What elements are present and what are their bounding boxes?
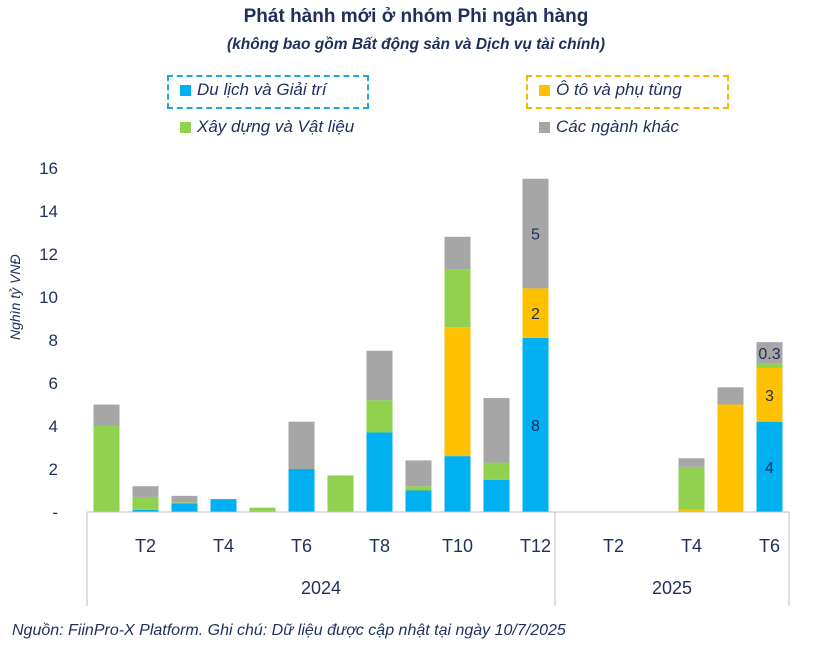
- bar-segment: [522, 288, 549, 338]
- bar-segment: [717, 404, 744, 512]
- bar-segment: [444, 327, 471, 457]
- year-group-label: 2024: [301, 578, 341, 598]
- bar-segment: [522, 178, 549, 289]
- legend-item-tourism: Du lịch và Giải trí: [180, 80, 326, 100]
- y-tick-label: 16: [39, 159, 58, 178]
- bar-segment: [171, 495, 198, 503]
- bar-segment: [483, 479, 510, 512]
- x-tick-label: T10: [442, 536, 473, 556]
- x-tick-label: T12: [520, 536, 551, 556]
- y-tick-label: -: [52, 503, 58, 522]
- legend-label-construction: Xây dựng và Vật liệu: [197, 117, 355, 136]
- bar-segment: [678, 466, 705, 510]
- bar-segment: [717, 387, 744, 405]
- bar-segment: [756, 421, 783, 512]
- x-tick-label: T6: [759, 536, 780, 556]
- bar-segment: [444, 236, 471, 270]
- bar-segment: [366, 432, 393, 512]
- bar-segment: [483, 398, 510, 463]
- legend-highlight-box-tourism: [167, 75, 369, 109]
- bar-segment: [756, 367, 783, 422]
- data-label: 5: [531, 227, 540, 244]
- bar-segment: [210, 499, 237, 512]
- data-label: 8: [531, 418, 540, 435]
- legend-highlight-box-auto: [526, 75, 729, 109]
- y-tick-label: 4: [49, 417, 58, 436]
- bar-segment: [93, 426, 120, 512]
- y-tick-label: 6: [49, 374, 58, 393]
- y-tick-label: 2: [49, 460, 58, 479]
- bar-segment: [366, 400, 393, 433]
- legend-item-construction: Xây dựng và Vật liệu: [180, 117, 354, 137]
- y-tick-label: 8: [49, 331, 58, 350]
- legend-label-tourism: Du lịch và Giải trí: [197, 80, 327, 99]
- legend-swatch-auto: [539, 84, 550, 96]
- bar-segment: [171, 503, 198, 512]
- bar-segment: [132, 496, 159, 510]
- legend-item-others: Các ngành khác: [539, 117, 679, 137]
- data-label: 3: [765, 388, 774, 405]
- legend-label-auto: Ô tô và phụ tùng: [556, 80, 682, 99]
- bar-segment: [132, 486, 159, 497]
- bar-segment: [444, 269, 471, 328]
- legend-label-others: Các ngành khác: [556, 117, 679, 136]
- bar-segment: [405, 486, 432, 491]
- legend-swatch-construction: [180, 121, 191, 133]
- x-tick-label: T6: [291, 536, 312, 556]
- legend-swatch-others: [539, 121, 550, 133]
- x-tick-label: T4: [681, 536, 702, 556]
- bar-segment: [288, 421, 315, 469]
- legend-swatch-tourism: [180, 84, 191, 96]
- bar-segment: [288, 469, 315, 512]
- legend-item-auto: Ô tô và phụ tùng: [539, 80, 682, 100]
- x-tick-label: T2: [603, 536, 624, 556]
- bar-segment: [405, 460, 432, 487]
- bar-segment: [756, 363, 783, 368]
- data-label: 2: [531, 306, 540, 323]
- x-tick-label: T2: [135, 536, 156, 556]
- y-tick-label: 14: [39, 202, 58, 221]
- bar-segment: [249, 507, 276, 512]
- bar-segment: [522, 337, 549, 512]
- data-label: 0.3: [758, 346, 780, 363]
- bar-segment: [93, 404, 120, 426]
- bar-segment: [405, 490, 432, 512]
- bar-segment: [756, 342, 783, 364]
- bar-segment: [132, 509, 159, 512]
- bar-segment: [678, 509, 705, 512]
- bar-segment: [327, 475, 354, 512]
- chart-subtitle: (không bao gồm Bất động sản và Dịch vụ t…: [226, 36, 606, 53]
- x-tick-label: T8: [369, 536, 390, 556]
- bar-segment: [171, 502, 198, 504]
- bar-segment: [366, 350, 393, 401]
- footnote-source: Nguồn: FiinPro-X Platform. Ghi chú: Dữ l…: [12, 622, 566, 639]
- data-label: 4: [765, 460, 774, 477]
- y-tick-label: 10: [39, 288, 58, 307]
- bar-segment: [678, 458, 705, 467]
- y-tick-label: 12: [39, 245, 58, 264]
- x-tick-label: T4: [213, 536, 234, 556]
- year-group-label: 2025: [652, 578, 692, 598]
- chart-title: Phát hành mới ở nhóm Phi ngân hàng: [243, 6, 589, 27]
- bar-segment: [483, 462, 510, 480]
- bar-segment: [444, 456, 471, 512]
